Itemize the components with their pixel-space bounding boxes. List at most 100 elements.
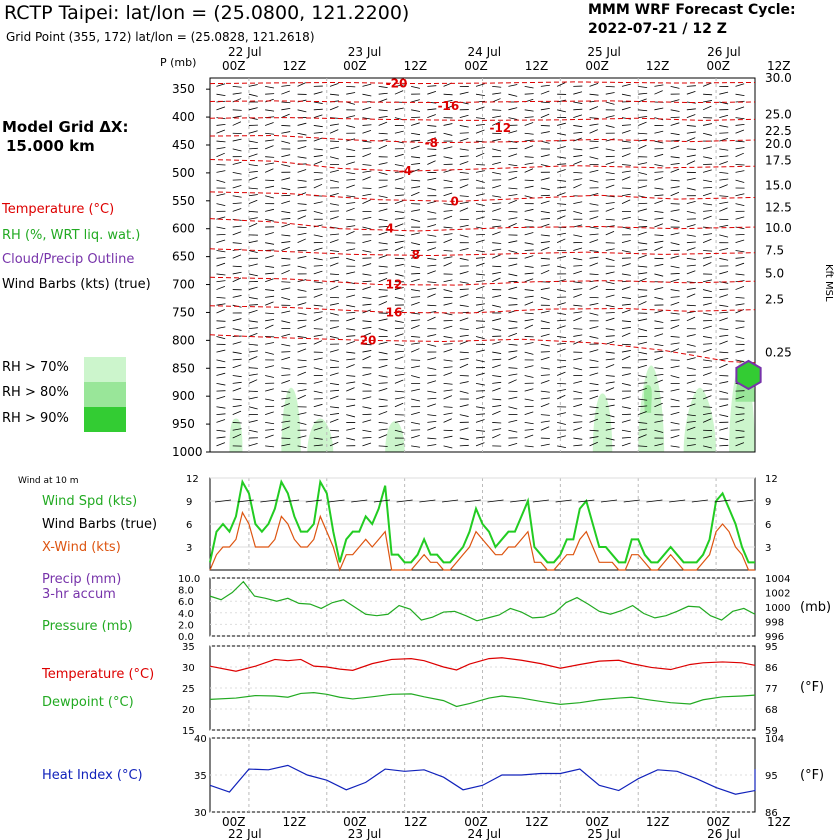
wind-barb bbox=[508, 327, 518, 330]
wind-barb bbox=[654, 130, 664, 134]
wind-barb bbox=[540, 356, 550, 361]
wind-barb bbox=[362, 240, 372, 244]
isotherm-line bbox=[209, 134, 756, 144]
wind-barb bbox=[573, 265, 583, 267]
wind-barb bbox=[686, 367, 696, 370]
wind-barb bbox=[638, 411, 647, 415]
wind-barb bbox=[605, 161, 615, 165]
wind-barb bbox=[735, 349, 745, 353]
legend-rh: RH (%, WRT liq. wat.) bbox=[2, 228, 141, 243]
wind-barb bbox=[411, 163, 421, 165]
wind-barb bbox=[719, 334, 729, 337]
wind-barb bbox=[313, 148, 323, 151]
wind-barb bbox=[281, 101, 291, 104]
wind-barb bbox=[621, 382, 631, 386]
wind-barb bbox=[232, 242, 242, 244]
wind-barb bbox=[735, 129, 745, 134]
wind-barb bbox=[362, 193, 372, 197]
wind-barb bbox=[573, 288, 583, 290]
wind-barb bbox=[605, 92, 615, 95]
wind-barb bbox=[265, 295, 275, 298]
wind-barb bbox=[216, 106, 226, 111]
wind-barb bbox=[654, 84, 664, 87]
wind-barb bbox=[313, 304, 323, 307]
wind-barb bbox=[411, 139, 421, 142]
wind-barb bbox=[492, 121, 501, 126]
wind-barb bbox=[573, 403, 583, 408]
wind-barb bbox=[281, 211, 291, 214]
wind-barb bbox=[735, 395, 745, 400]
wind-barb bbox=[378, 92, 388, 95]
wind-barb bbox=[686, 403, 696, 408]
wind-barb bbox=[735, 296, 745, 299]
wind-barb bbox=[313, 234, 323, 238]
wind-barb bbox=[540, 223, 550, 228]
wind-barb bbox=[248, 153, 258, 158]
wind-barb bbox=[297, 179, 307, 182]
wind-barb bbox=[475, 152, 485, 158]
wind-barb bbox=[394, 194, 404, 197]
wind-barb bbox=[735, 100, 745, 103]
wind-barb bbox=[411, 388, 420, 392]
wind-barb bbox=[411, 398, 420, 402]
wind-barb bbox=[443, 348, 453, 353]
wind-barb bbox=[297, 122, 307, 126]
wind-barb bbox=[589, 156, 599, 160]
isotherm-line bbox=[209, 248, 756, 257]
wind-barb bbox=[524, 265, 534, 268]
wind-barb bbox=[297, 145, 307, 150]
wind-barb bbox=[265, 139, 275, 142]
wind-barb bbox=[702, 132, 712, 136]
wind-barb bbox=[524, 109, 534, 112]
wind-barb bbox=[557, 109, 566, 113]
wind-barb bbox=[492, 148, 502, 152]
wind-barb bbox=[313, 108, 323, 111]
wind-barb bbox=[719, 288, 729, 290]
top-time-label: 12Z bbox=[404, 59, 428, 73]
wind-barb bbox=[459, 224, 469, 228]
wind-barb bbox=[524, 312, 534, 315]
wind-barb bbox=[524, 145, 534, 150]
wind-barb bbox=[508, 107, 518, 111]
wind-barb bbox=[232, 381, 242, 384]
wind-barb bbox=[459, 363, 469, 369]
wind-barb bbox=[329, 233, 340, 236]
wind-barb bbox=[265, 265, 275, 268]
wind-barb bbox=[297, 412, 307, 415]
wind-barb bbox=[281, 320, 291, 324]
pressure-tick-label-right: 998 bbox=[765, 618, 784, 629]
wind-barb bbox=[232, 295, 242, 298]
temp-f-tick-label: 77 bbox=[765, 684, 778, 695]
wind-barb bbox=[427, 444, 437, 447]
wind-barb bbox=[573, 293, 582, 298]
wind-barb bbox=[362, 419, 372, 423]
wind-barb bbox=[346, 257, 356, 262]
wind-barb bbox=[281, 164, 291, 167]
wind-barb bbox=[719, 437, 729, 441]
forecast-cycle-date: 2022-07-21 / 12 Z bbox=[588, 21, 727, 37]
wind-barb bbox=[686, 137, 696, 142]
wind-barb bbox=[281, 90, 290, 95]
wind-barb bbox=[281, 397, 291, 400]
wind-barb bbox=[427, 85, 437, 87]
wind-barb bbox=[605, 294, 615, 298]
wind-barb bbox=[411, 289, 421, 292]
wind-barb bbox=[216, 285, 226, 290]
wind-barb bbox=[621, 93, 631, 97]
wind-barb bbox=[556, 215, 566, 220]
wind-barb bbox=[329, 349, 339, 353]
surface-wind-barb bbox=[669, 499, 686, 503]
wind-barb bbox=[346, 92, 356, 95]
wind-barb bbox=[719, 155, 729, 158]
wind-barb bbox=[556, 325, 566, 330]
wind-barb bbox=[540, 177, 550, 181]
wind-barb bbox=[638, 405, 648, 408]
wind-barb bbox=[605, 328, 615, 331]
wind-barb bbox=[248, 320, 258, 323]
wind-barb bbox=[719, 427, 729, 431]
wind-barb bbox=[216, 303, 226, 306]
wind-barb bbox=[735, 170, 745, 173]
wind-barb bbox=[621, 193, 631, 197]
wind-barb bbox=[475, 273, 485, 276]
wind-barb bbox=[556, 82, 566, 87]
